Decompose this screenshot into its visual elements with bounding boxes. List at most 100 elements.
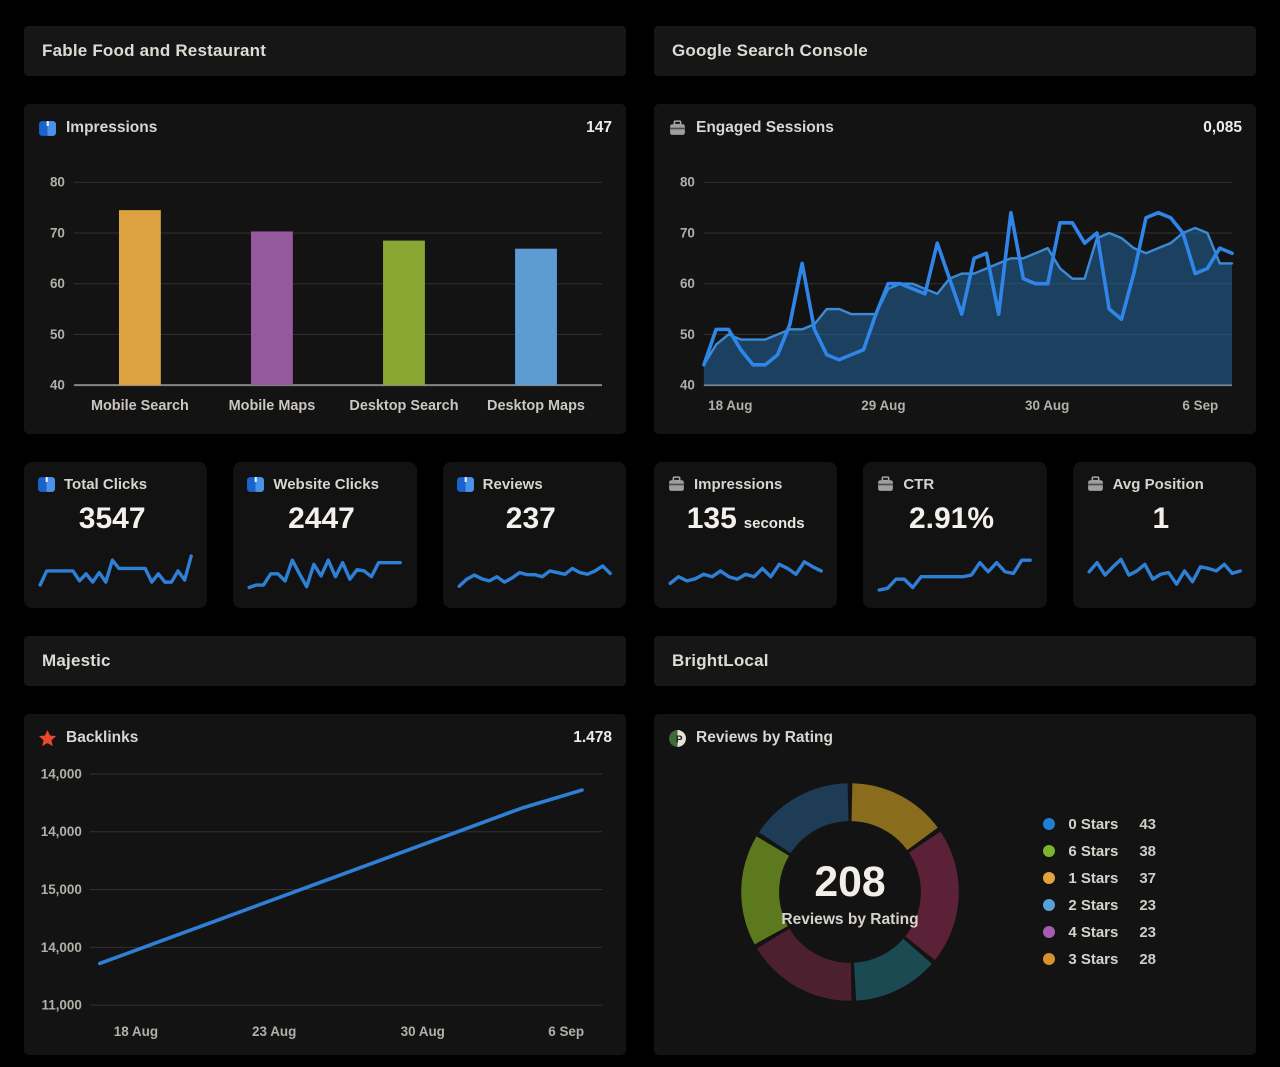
- legend-label: 0 Stars: [1068, 815, 1119, 833]
- legend-label: 6 Stars: [1068, 842, 1119, 860]
- legend-label: 1 Stars: [1068, 869, 1119, 887]
- stat-suffix: seconds: [743, 515, 805, 532]
- svg-text:P: P: [676, 734, 683, 745]
- svg-text:6 Sep: 6 Sep: [548, 1024, 584, 1039]
- star-icon: [38, 729, 57, 748]
- svg-text:50: 50: [50, 327, 65, 342]
- svg-text:70: 70: [680, 225, 695, 240]
- stat-card-impressions: Impressions 135 seconds: [654, 462, 838, 608]
- svg-text:50: 50: [680, 327, 695, 342]
- book-icon: [456, 475, 475, 494]
- stat-value: 237: [505, 502, 556, 535]
- sparkline[interactable]: [876, 548, 1033, 594]
- stat-label: CTR: [903, 475, 935, 493]
- section-header-majestic: Majestic: [24, 636, 626, 686]
- stat-value: 1: [1152, 502, 1170, 535]
- fable-stat-cards: Total Clicks 3547 Website Clicks 2447 Re…: [24, 462, 626, 608]
- impressions-bar-chart[interactable]: 80 70 60 50 40 Mobile Search Mobile Maps Deskto…: [38, 148, 612, 419]
- panel-value: 0,085: [1203, 119, 1242, 136]
- sparkline[interactable]: [1086, 548, 1243, 594]
- brightlocal-icon: P: [668, 729, 687, 748]
- panel-header: P Reviews by Rating: [668, 726, 1242, 750]
- svg-text:14,000: 14,000: [41, 940, 82, 955]
- stat-label: Avg Position: [1112, 475, 1204, 493]
- stat-label: Reviews: [482, 475, 543, 493]
- svg-text:Desktop Maps: Desktop Maps: [487, 398, 585, 414]
- svg-text:70: 70: [50, 225, 65, 240]
- svg-text:15,000: 15,000: [41, 882, 82, 897]
- svg-text:40: 40: [50, 378, 65, 393]
- svg-text:14,000: 14,000: [41, 824, 82, 839]
- svg-text:40: 40: [680, 378, 695, 393]
- legend-dot: [1043, 926, 1056, 938]
- section-header-brightlocal: BrightLocal: [654, 636, 1256, 686]
- reviews-by-rating-panel: P Reviews by Rating 208 Reviews by Rating…: [654, 714, 1256, 1055]
- section-title: BrightLocal: [672, 651, 769, 670]
- reviews-donut-chart[interactable]: 208 Reviews by Rating: [714, 756, 986, 1028]
- sparkline[interactable]: [667, 548, 824, 594]
- svg-text:208: 208: [814, 857, 885, 905]
- gsc-stat-cards: Impressions 135 seconds CTR 2.91% Avg Pos…: [654, 462, 1256, 608]
- svg-text:Reviews by Rating: Reviews by Rating: [781, 911, 918, 928]
- stat-label: Impressions: [694, 475, 783, 493]
- section-title: Google Search Console: [672, 41, 868, 60]
- panel-value: 147: [586, 119, 612, 136]
- section-header-fable: Fable Food and Restaurant: [24, 26, 626, 76]
- section-title: Majestic: [42, 651, 111, 670]
- svg-text:60: 60: [50, 276, 65, 291]
- svg-text:30 Aug: 30 Aug: [401, 1024, 445, 1039]
- legend-item[interactable]: 1 Stars 37: [1043, 870, 1156, 887]
- briefcase-icon: [876, 475, 895, 494]
- svg-text:80: 80: [50, 175, 65, 190]
- donut-area: 208 Reviews by Rating 0 Stars 43 6 Stars 38 1…: [668, 750, 1242, 1033]
- svg-text:23 Aug: 23 Aug: [252, 1024, 296, 1039]
- svg-text:Mobile Maps: Mobile Maps: [229, 398, 316, 414]
- svg-text:18 Aug: 18 Aug: [708, 398, 752, 413]
- legend-value: 43: [1139, 815, 1156, 833]
- book-icon: [38, 119, 57, 138]
- panel-title: Impressions: [66, 119, 158, 136]
- panel-header: Backlinks 1.478: [38, 726, 612, 750]
- legend-label: 3 Stars: [1068, 950, 1119, 968]
- backlinks-chart[interactable]: 14,000 14,000 15,000 14,000 11,000 18 Aug 23 A…: [38, 758, 612, 1045]
- legend-item[interactable]: 4 Stars 23: [1043, 924, 1156, 941]
- legend-dot: [1043, 953, 1056, 965]
- legend-value: 28: [1139, 950, 1156, 968]
- panel-value: 1.478: [573, 729, 612, 746]
- book-icon: [37, 475, 56, 494]
- stat-value: 2447: [288, 502, 355, 535]
- svg-text:Desktop Search: Desktop Search: [349, 398, 458, 414]
- stat-card-reviews: Reviews 237: [442, 462, 626, 608]
- panel-title: Reviews by Rating: [696, 729, 833, 746]
- svg-text:80: 80: [680, 175, 695, 190]
- legend-dot: [1043, 872, 1056, 884]
- panel-title: Backlinks: [66, 729, 139, 746]
- legend-dot: [1043, 845, 1056, 857]
- sparkline[interactable]: [37, 548, 194, 594]
- svg-text:29 Aug: 29 Aug: [861, 398, 905, 413]
- svg-text:18 Aug: 18 Aug: [114, 1024, 158, 1039]
- impressions-bar-panel: Impressions 147 80 70 60 50 40 Mobile Search M…: [24, 104, 626, 434]
- stat-label: Total Clicks: [64, 475, 148, 493]
- legend-item[interactable]: 6 Stars 38: [1043, 843, 1156, 860]
- briefcase-icon: [1086, 475, 1105, 494]
- stat-value: 135: [686, 502, 737, 535]
- legend-item[interactable]: 2 Stars 23: [1043, 897, 1156, 914]
- svg-text:6 Sep: 6 Sep: [1182, 398, 1218, 413]
- panel-header: Impressions 147: [38, 116, 612, 140]
- stat-card-ctr: CTR 2.91%: [863, 462, 1047, 608]
- engaged-sessions-chart[interactable]: 80 70 60 50 40 18 Aug 29 Aug 30 Aug 6 Sep: [668, 148, 1242, 419]
- sparkline[interactable]: [246, 548, 403, 594]
- engaged-sessions-panel: Engaged Sessions 0,085 80 70 60 50 40 18 Aug 2…: [654, 104, 1256, 434]
- sparkline[interactable]: [456, 548, 613, 594]
- svg-text:11,000: 11,000: [41, 998, 81, 1013]
- legend-value: 38: [1139, 842, 1156, 860]
- svg-text:14,000: 14,000: [41, 766, 82, 781]
- legend-item[interactable]: 3 Stars 28: [1043, 951, 1156, 968]
- svg-text:30 Aug: 30 Aug: [1025, 398, 1069, 413]
- legend-item[interactable]: 0 Stars 43: [1043, 816, 1156, 833]
- legend-dot: [1043, 899, 1056, 911]
- stat-card-avg-position: Avg Position 1: [1072, 462, 1256, 608]
- svg-text:Mobile Search: Mobile Search: [91, 398, 189, 414]
